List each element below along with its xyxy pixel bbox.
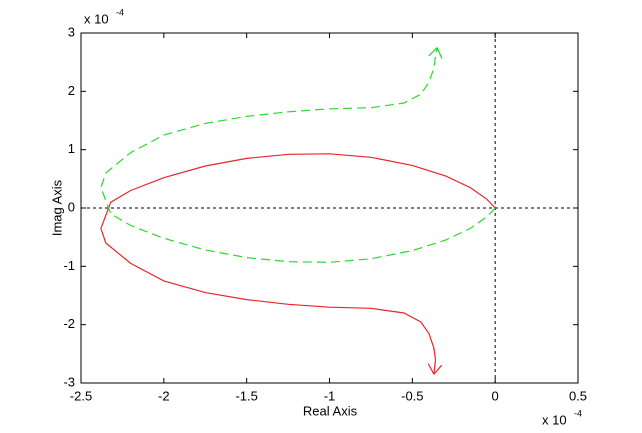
x-tick-label: 0.5 [569, 388, 587, 403]
y-tick-label: 1 [68, 141, 75, 156]
x-tick-label: -1.5 [235, 388, 257, 403]
arrow-head [427, 363, 435, 375]
y-tick-label: 0 [68, 199, 75, 214]
arrow-head [436, 47, 443, 59]
x-tick-label: -2 [158, 388, 170, 403]
y-multiplier: x 10 [84, 11, 109, 26]
x-axis-label: Real Axis [303, 403, 358, 418]
x-tick-label: 0 [492, 388, 499, 403]
x-tick-label: -2.5 [70, 388, 92, 403]
y-tick-label: 2 [68, 83, 75, 98]
nyquist-curve [100, 47, 496, 263]
arrow-head [433, 364, 443, 375]
y-tick-label: -2 [63, 316, 75, 331]
y-tick-label: -1 [63, 258, 75, 273]
x-tick-label: -1 [324, 388, 336, 403]
y-exponent: -4 [116, 7, 124, 17]
x-exponent: -4 [574, 408, 582, 418]
x-tick-label: -0.5 [401, 388, 423, 403]
y-axis-label: Imag Axis [49, 179, 64, 236]
y-tick-label: -3 [63, 374, 75, 389]
nyquist-curve [100, 153, 496, 375]
arrow-head [428, 47, 438, 57]
x-multiplier: x 10 [542, 412, 567, 427]
y-tick-label: 3 [68, 24, 75, 39]
